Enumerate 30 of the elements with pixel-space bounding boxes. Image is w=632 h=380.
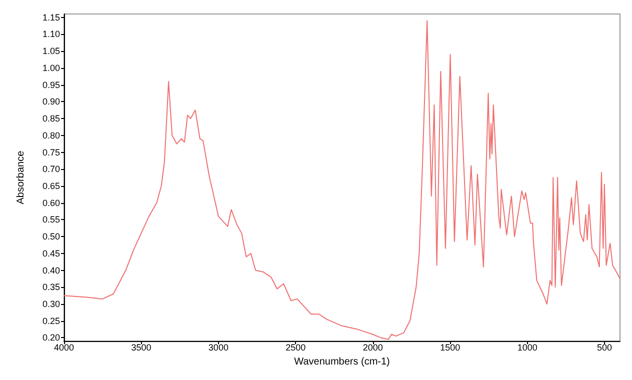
x-tick-label: 3500 bbox=[131, 342, 152, 353]
y-tick-label: 0.55 bbox=[42, 214, 60, 225]
x-tick-label: 4000 bbox=[54, 342, 74, 353]
y-tick-label: 1.05 bbox=[42, 46, 60, 56]
x-tick-label: 1500 bbox=[440, 342, 460, 353]
y-tick-label: 1.15 bbox=[42, 12, 60, 22]
y-axis-title: Absorbance bbox=[16, 150, 26, 204]
y-tick-label: 0.25 bbox=[42, 316, 60, 326]
y-tick-label: 0.95 bbox=[42, 80, 60, 90]
y-tick-label: 1.10 bbox=[42, 29, 60, 40]
y-tick-label: 0.50 bbox=[42, 232, 60, 242]
y-tick-label: 0.75 bbox=[42, 147, 60, 158]
y-tick-label: 0.30 bbox=[42, 299, 60, 310]
y-tick-label: 0.35 bbox=[42, 282, 60, 292]
y-tick-label: 0.60 bbox=[42, 198, 60, 208]
x-tick-label: 2000 bbox=[362, 342, 383, 353]
y-tick-label: 0.85 bbox=[42, 114, 60, 124]
y-tick-label: 0.70 bbox=[42, 164, 60, 174]
x-tick-label: 500 bbox=[597, 342, 612, 353]
y-tick-label: 0.90 bbox=[42, 96, 60, 107]
y-tick-label: 0.65 bbox=[42, 180, 60, 191]
y-tick-label: 0.45 bbox=[42, 248, 60, 258]
x-axis-title: Wavenumbers (cm-1) bbox=[294, 356, 390, 368]
y-tick-label: 0.40 bbox=[42, 265, 60, 276]
y-tick-label: 0.20 bbox=[42, 332, 60, 343]
x-tick-label: 1000 bbox=[517, 342, 538, 353]
x-tick-label: 3000 bbox=[208, 342, 228, 353]
x-tick-label: 2500 bbox=[286, 342, 306, 353]
y-tick-label: 1.00 bbox=[42, 62, 60, 73]
y-tick-label: 0.80 bbox=[42, 130, 60, 140]
